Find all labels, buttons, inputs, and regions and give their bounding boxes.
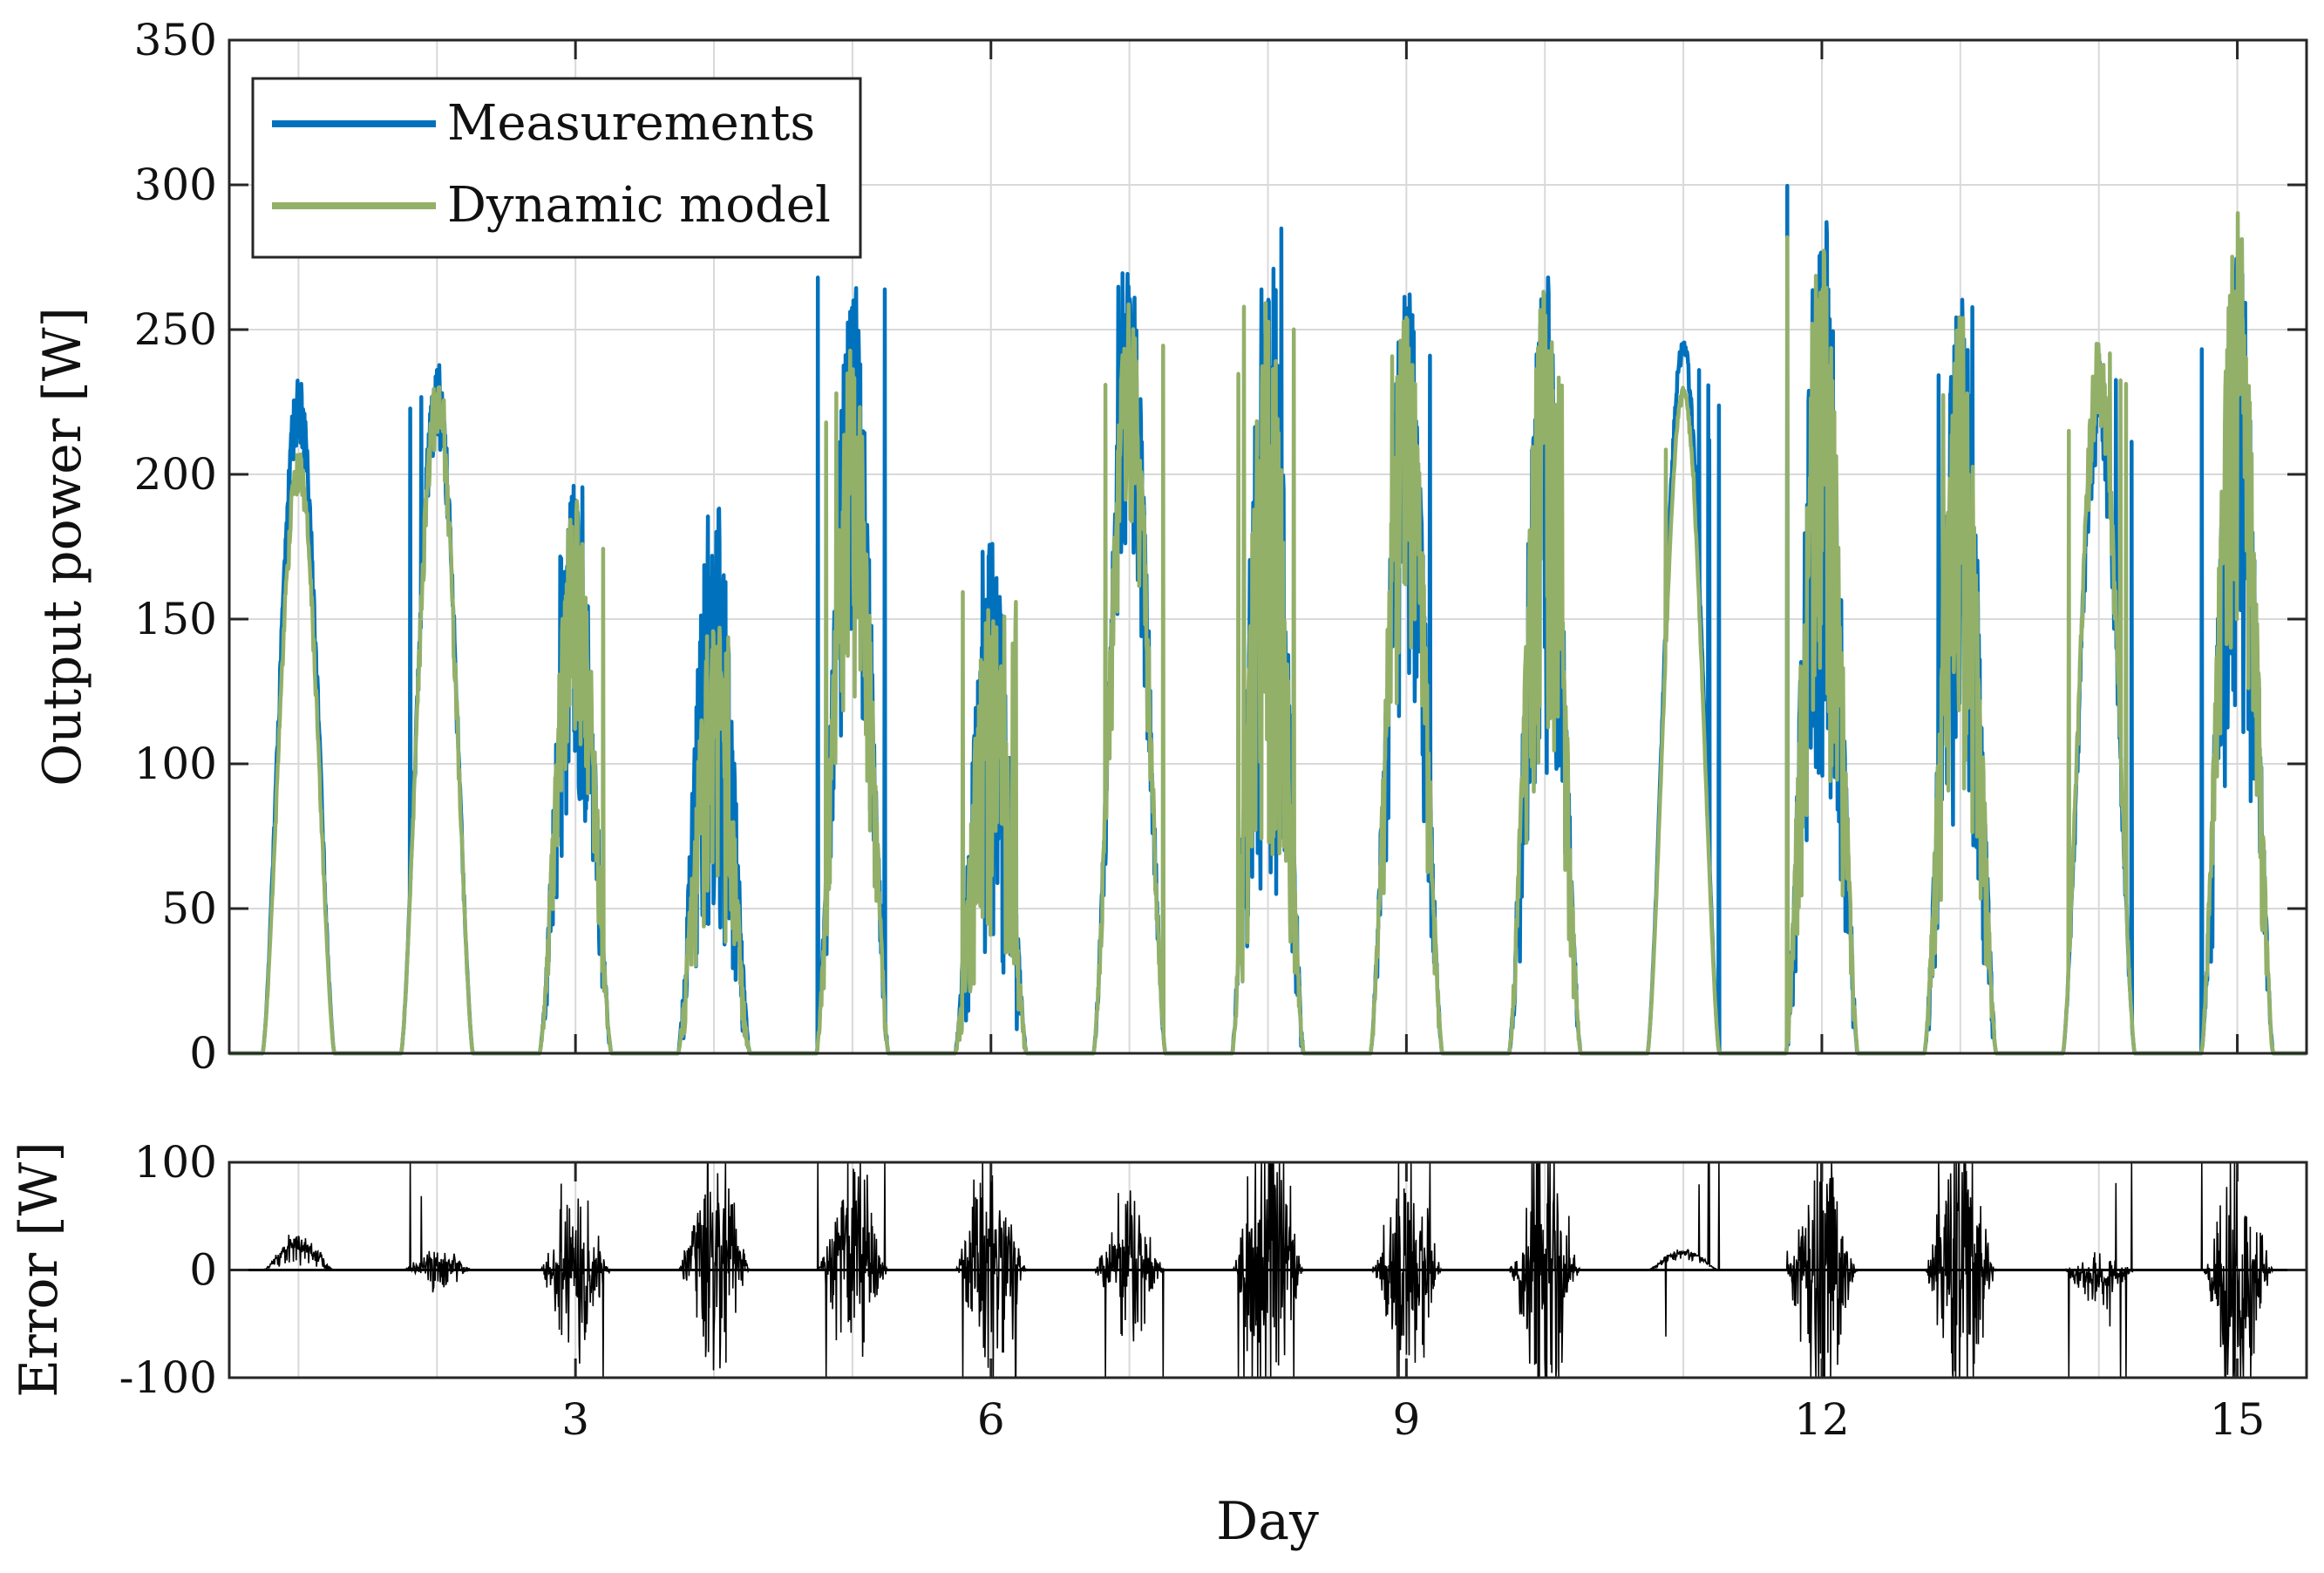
y-tick-label: 100 [134,739,217,789]
y-tick-label: 200 [134,449,217,500]
x-tick-label: 15 [2210,1394,2266,1445]
error-y-axis-label: Error [W] [9,1141,70,1398]
error-series [229,1161,2307,1379]
error-ticks: -100 0 100 3 6 9 12 15 [119,1137,2307,1445]
series-line-error [229,1161,2307,1379]
y-tick-label: 150 [134,594,217,644]
legend-label-measurements: Measurements [447,95,815,152]
x-axis-label: Day [1216,1491,1319,1552]
power-series [228,183,2308,1056]
power-y-axis-label: Output power [W] [32,307,93,786]
y-tick-label: 350 [134,15,217,65]
power-panel: 0 50 100 150 200 250 300 350 Output power [W] M… [32,15,2308,1079]
y-tick-label: 0 [189,1245,217,1296]
y-tick-label: 100 [134,1137,217,1188]
y-tick-label: 50 [161,883,217,934]
y-tick-label: 250 [134,304,217,355]
power-axes-box [228,38,2308,1055]
x-tick-label: 6 [977,1394,1005,1445]
legend-box [251,77,862,259]
x-tick-label: 12 [1794,1394,1850,1445]
legend: Measurements Dynamic model [251,77,862,259]
x-tick-label: 9 [1392,1394,1420,1445]
y-tick-label: -100 [119,1352,217,1403]
x-tick-label: 3 [561,1394,589,1445]
legend-label-dynamic-model: Dynamic model [447,177,831,234]
y-tick-label: 300 [134,160,217,210]
power-ticks: 0 50 100 150 200 250 300 350 [134,15,2307,1079]
y-tick-label: 0 [189,1028,217,1079]
error-panel: -100 0 100 3 6 9 12 15 Error [W] Day [9,1137,2308,1552]
series-line-dynamic-model [228,211,2308,1056]
